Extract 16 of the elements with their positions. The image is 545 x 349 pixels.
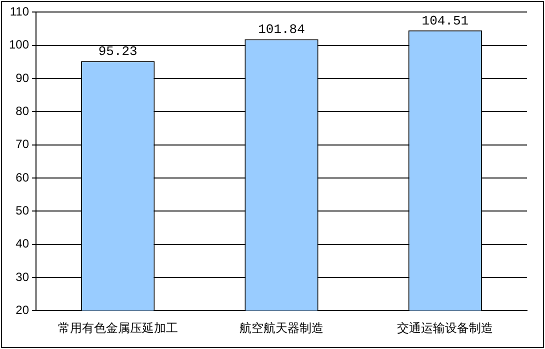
y-tick-label: 110 [10,4,30,19]
y-tick-label: 40 [16,236,30,251]
y-tick-label: 50 [16,203,30,218]
x-tick-label: 常用有色金属压延加工 [58,320,178,335]
y-tick-label: 100 [8,38,30,52]
data-label: 104.51 [422,13,469,28]
y-tick-label: 30 [16,270,30,284]
y-tick-label: 70 [16,137,30,152]
x-tick-label: 交通运输设备制造 [397,320,494,335]
data-label: 95.23 [98,44,138,60]
y-tick-label: 20 [16,302,30,317]
data-label: 101.84 [258,22,306,38]
y-tick-label: 80 [16,104,30,118]
y-tick-label: 90 [16,70,30,85]
x-tick-label: 航空航天器制造 [240,320,324,335]
y-tick-label: 60 [16,170,30,184]
